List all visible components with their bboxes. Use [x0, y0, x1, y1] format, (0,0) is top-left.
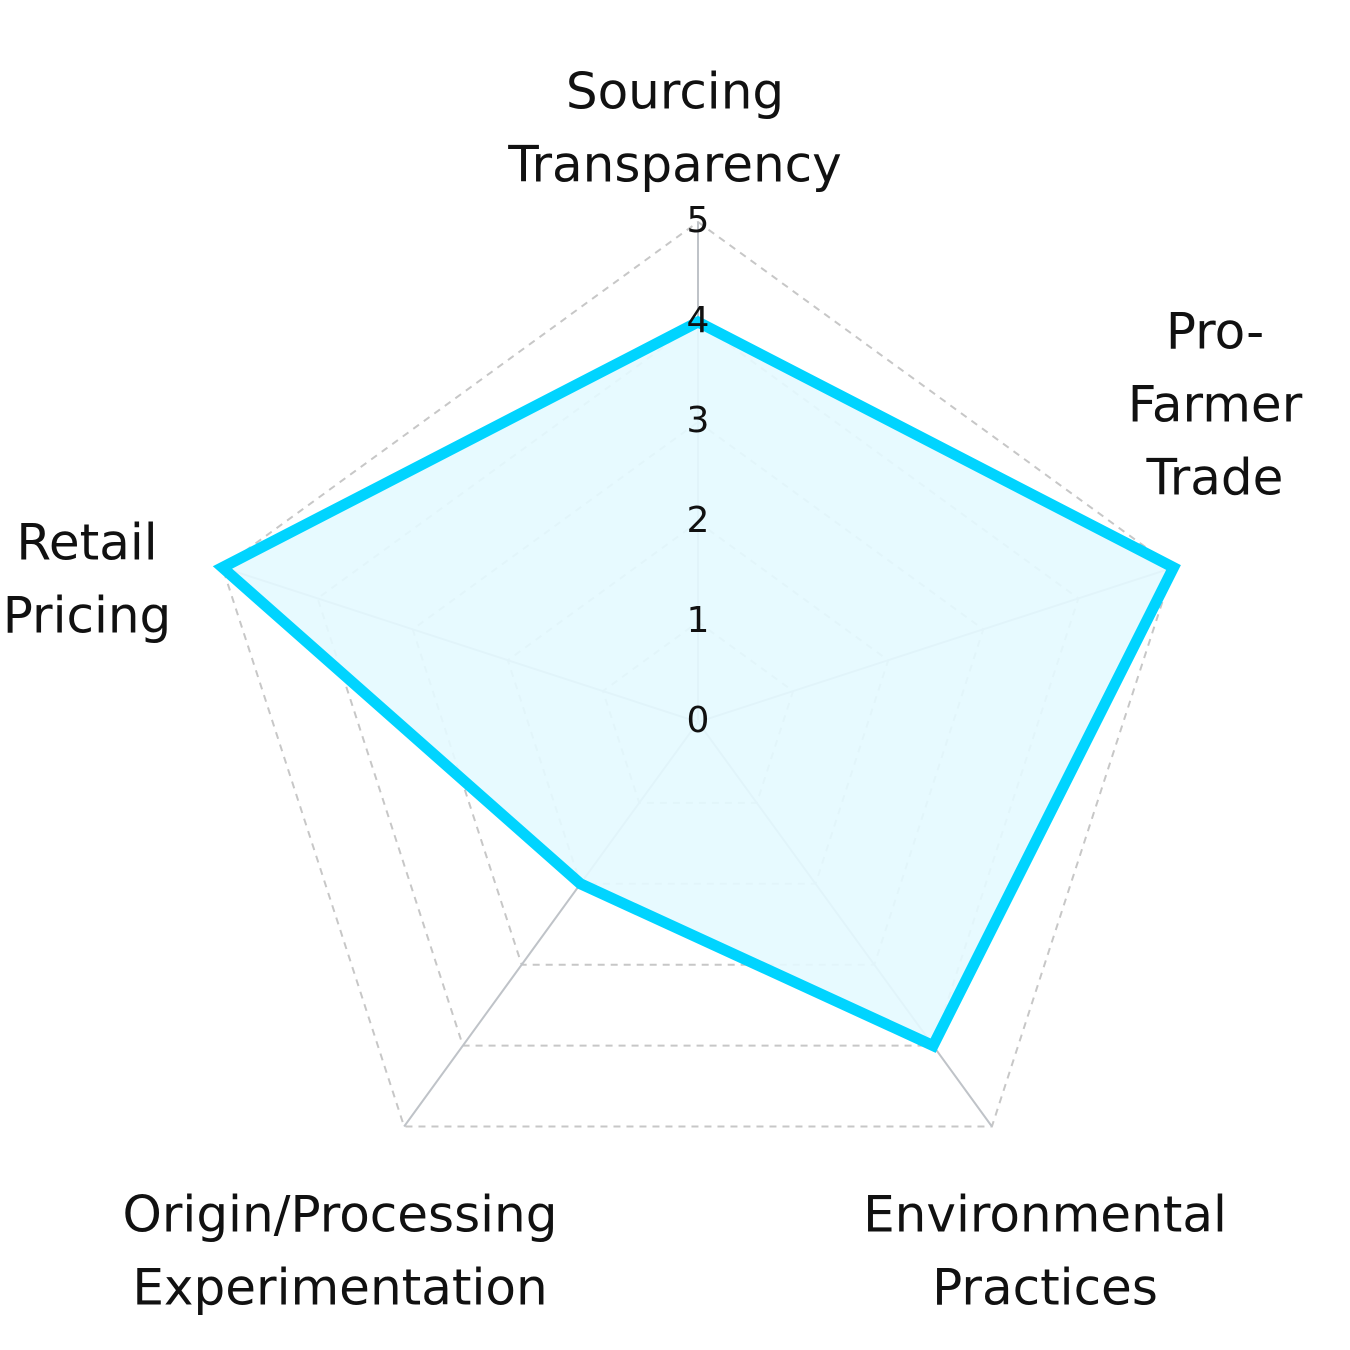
series-1-point-1	[697, 321, 699, 323]
axis-label-5: Retail Pricing	[3, 514, 172, 645]
axis-label-2-line-1: Pro-	[1166, 303, 1264, 361]
series-1-point-4	[579, 883, 581, 885]
tick-label-1: 1	[687, 600, 710, 641]
tick-label-3: 3	[687, 400, 710, 441]
series-1-point-5	[221, 566, 223, 568]
axis-label-1: Sourcing Transparency	[507, 63, 842, 194]
axis-label-2-line-3: Trade	[1146, 449, 1284, 507]
series-1-point-3	[932, 1045, 934, 1047]
axis-label-5-line-1: Retail	[16, 514, 157, 572]
radar-axis-labels: Sourcing Transparency Pro- Farmer Trade Envir…	[3, 63, 1303, 1317]
radar-tick-labels: 0 1 2 3 4 5	[687, 200, 710, 741]
axis-label-4-line-1: Origin/Processing	[123, 1186, 558, 1244]
axis-label-3: Environmental Practices	[863, 1186, 1227, 1317]
axis-label-3-line-1: Environmental	[863, 1186, 1227, 1244]
radar-series	[212, 315, 1181, 1053]
tick-label-2: 2	[687, 500, 710, 541]
axis-label-5-line-2: Pricing	[3, 587, 172, 645]
grid-ring-5	[221, 220, 1175, 1128]
axis-label-2: Pro- Farmer Trade	[1128, 303, 1303, 507]
axis-label-1-line-2: Transparency	[507, 136, 842, 194]
axis-label-4-line-2: Experimentation	[132, 1259, 547, 1317]
tick-label-5: 5	[687, 200, 710, 241]
series-1-polygon	[212, 315, 1181, 1053]
axis-label-1-line-1: Sourcing	[566, 63, 784, 121]
tick-label-0: 0	[687, 700, 710, 741]
series-1-point-2	[1173, 566, 1175, 568]
axis-label-3-line-2: Practices	[932, 1259, 1158, 1317]
axis-label-4: Origin/Processing Experimentation	[123, 1186, 558, 1317]
axis-label-2-line-2: Farmer	[1128, 376, 1303, 434]
tick-label-4: 4	[687, 300, 710, 341]
